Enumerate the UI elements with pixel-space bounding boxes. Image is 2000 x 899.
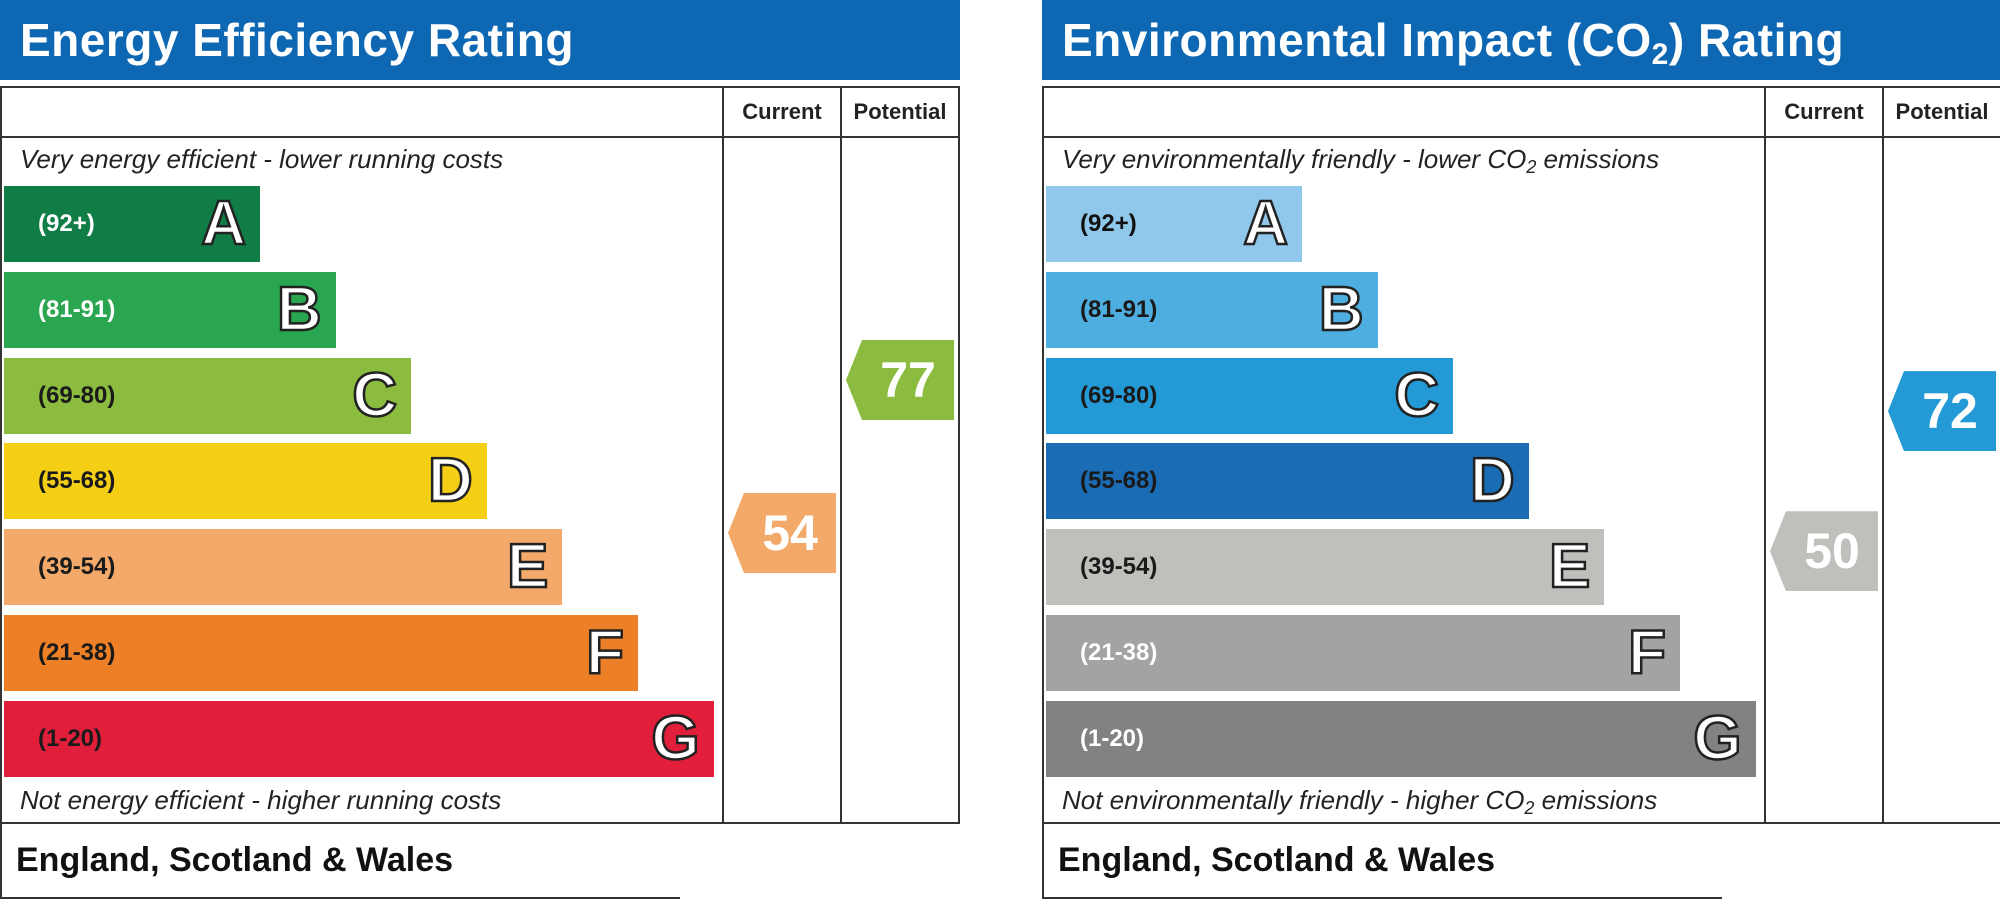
band-a: (92+) A — [1046, 186, 1302, 262]
band-g: (1-20) G — [1046, 700, 1756, 777]
energy-efficiency-panel: Energy Efficiency Rating Current Potenti… — [0, 0, 960, 899]
band-range-label: (21-38) — [38, 639, 116, 666]
energy-efficiency-frame: Current Potential Very energy efficient … — [0, 86, 960, 824]
band-e: (39-54) E — [4, 529, 563, 606]
band-range-label: (92+) — [1080, 210, 1137, 237]
band-letter: A — [200, 188, 247, 260]
band-b: (81-91) B — [1046, 271, 1378, 348]
current-rating-arrow: 50 — [1770, 511, 1878, 592]
band-letter: C — [1393, 359, 1440, 431]
band-letter: G — [1692, 703, 1743, 775]
bottom-note: Not energy efficient - higher running co… — [20, 785, 502, 815]
top-note: Very environmentally friendly - lower CO… — [1062, 144, 1660, 177]
band-range-label: (1-20) — [1080, 724, 1145, 752]
band-range-label: (81-91) — [1080, 295, 1158, 323]
band-letter: G — [650, 703, 701, 775]
band-d: (55-68) D — [1046, 443, 1529, 520]
band-letter: E — [1548, 531, 1592, 603]
band-g: (1-20) G — [4, 700, 714, 777]
band-letter: F — [585, 617, 625, 689]
band-d: (55-68) D — [4, 443, 487, 520]
header-rule — [2, 136, 958, 138]
band-range-label: (55-68) — [38, 467, 116, 495]
environmental-impact-frame: Current Potential Very environmentally f… — [1042, 86, 2000, 824]
band-letter: E — [506, 531, 550, 603]
energy-efficiency-title: Energy Efficiency Rating — [0, 0, 960, 80]
band-range-label: (39-54) — [38, 553, 116, 581]
top-note: Very energy efficient - lower running co… — [20, 144, 504, 174]
band-c: (69-80) C — [4, 357, 412, 434]
potential-rating-arrow: 72 — [1888, 371, 1996, 452]
band-letter: B — [1318, 274, 1365, 346]
band-f: (21-38) F — [1046, 615, 1680, 691]
current-column-divider — [1764, 88, 1766, 822]
band-range-label: (55-68) — [1080, 467, 1158, 495]
band-letter: B — [276, 274, 323, 346]
band-range-label: (39-54) — [1080, 553, 1158, 581]
current-rating-arrow: 54 — [728, 493, 836, 573]
band-letter: C — [351, 359, 398, 431]
band-letter: F — [1627, 617, 1667, 689]
potential-column-divider — [1882, 88, 1884, 822]
band-letter: D — [427, 445, 474, 517]
current-column-header: Current — [742, 99, 822, 124]
band-f: (21-38) F — [4, 615, 638, 691]
environmental-impact-panel: Environmental Impact (CO2) Rating Curren… — [1042, 0, 2000, 899]
bottom-note: Not environmentally friendly - higher CO… — [1062, 785, 1658, 818]
band-a: (92+) A — [4, 186, 260, 262]
region-footer: England, Scotland & Wales — [0, 824, 680, 899]
band-range-label: (69-80) — [1080, 381, 1158, 409]
potential-rating-arrow: 77 — [846, 340, 954, 421]
potential-column-header: Potential — [853, 99, 947, 124]
header-rule — [1044, 136, 2000, 138]
band-letter: D — [1469, 445, 1516, 517]
band-e: (39-54) E — [1046, 529, 1605, 606]
band-range-label: (69-80) — [38, 381, 116, 409]
potential-column-divider — [840, 88, 842, 822]
environmental-impact-title: Environmental Impact (CO2) Rating — [1042, 0, 2000, 80]
current-column-divider — [722, 88, 724, 822]
band-range-label: (81-91) — [38, 295, 116, 323]
region-footer: England, Scotland & Wales — [1042, 824, 1722, 899]
band-b: (81-91) B — [4, 271, 336, 348]
potential-column-header: Potential — [1895, 99, 1989, 124]
band-range-label: (92+) — [38, 210, 95, 237]
current-column-header: Current — [1784, 99, 1864, 124]
band-c: (69-80) C — [1046, 357, 1454, 434]
band-letter: A — [1242, 188, 1289, 260]
band-range-label: (1-20) — [38, 724, 103, 752]
band-range-label: (21-38) — [1080, 639, 1158, 666]
